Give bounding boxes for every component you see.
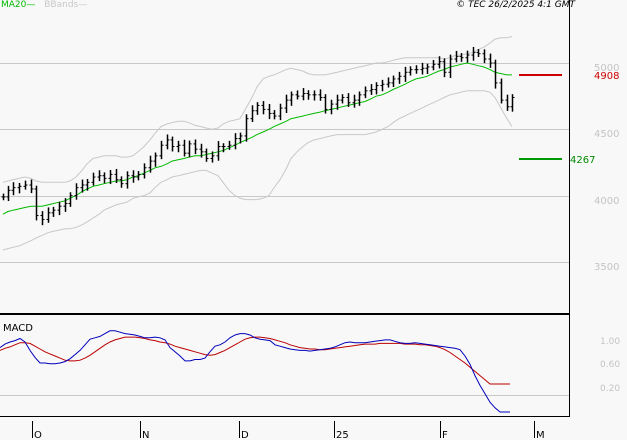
legend-bbands: BBands—	[44, 0, 88, 10]
macd-y-tick-020: 0.20	[600, 384, 620, 394]
y-tick-4500: 4500	[594, 129, 619, 140]
macd-y-tick-1: 1.00	[600, 337, 620, 347]
price-gridlines	[0, 63, 569, 263]
y-tick-3500: 3500	[594, 262, 619, 273]
x-label-2025: 25	[336, 430, 349, 440]
y-tick-5000: 5000	[594, 63, 619, 74]
level-label-4267: 4267	[570, 155, 595, 166]
y-tick-4000: 4000	[594, 196, 619, 207]
price-bars	[1, 46, 515, 226]
x-axis	[32, 421, 535, 438]
macd-title: MACD	[3, 323, 33, 334]
x-label-nov: N	[142, 430, 149, 440]
x-label-mar: M	[536, 430, 545, 440]
x-label-oct: O	[34, 430, 42, 440]
legend-ma20: MA20—	[1, 0, 36, 10]
macd-lines	[0, 330, 510, 413]
macd-y-tick-060: 0.60	[600, 360, 620, 370]
chart-legend: MA20— BBands—	[1, 0, 87, 11]
x-label-dec: D	[241, 430, 249, 440]
bollinger-bands	[2, 36, 513, 251]
level-label-4908: 4908	[594, 71, 619, 82]
copyright-timestamp: © TEC 26/2/2025 4:1 GMT	[456, 0, 575, 10]
x-label-feb: F	[442, 430, 448, 440]
